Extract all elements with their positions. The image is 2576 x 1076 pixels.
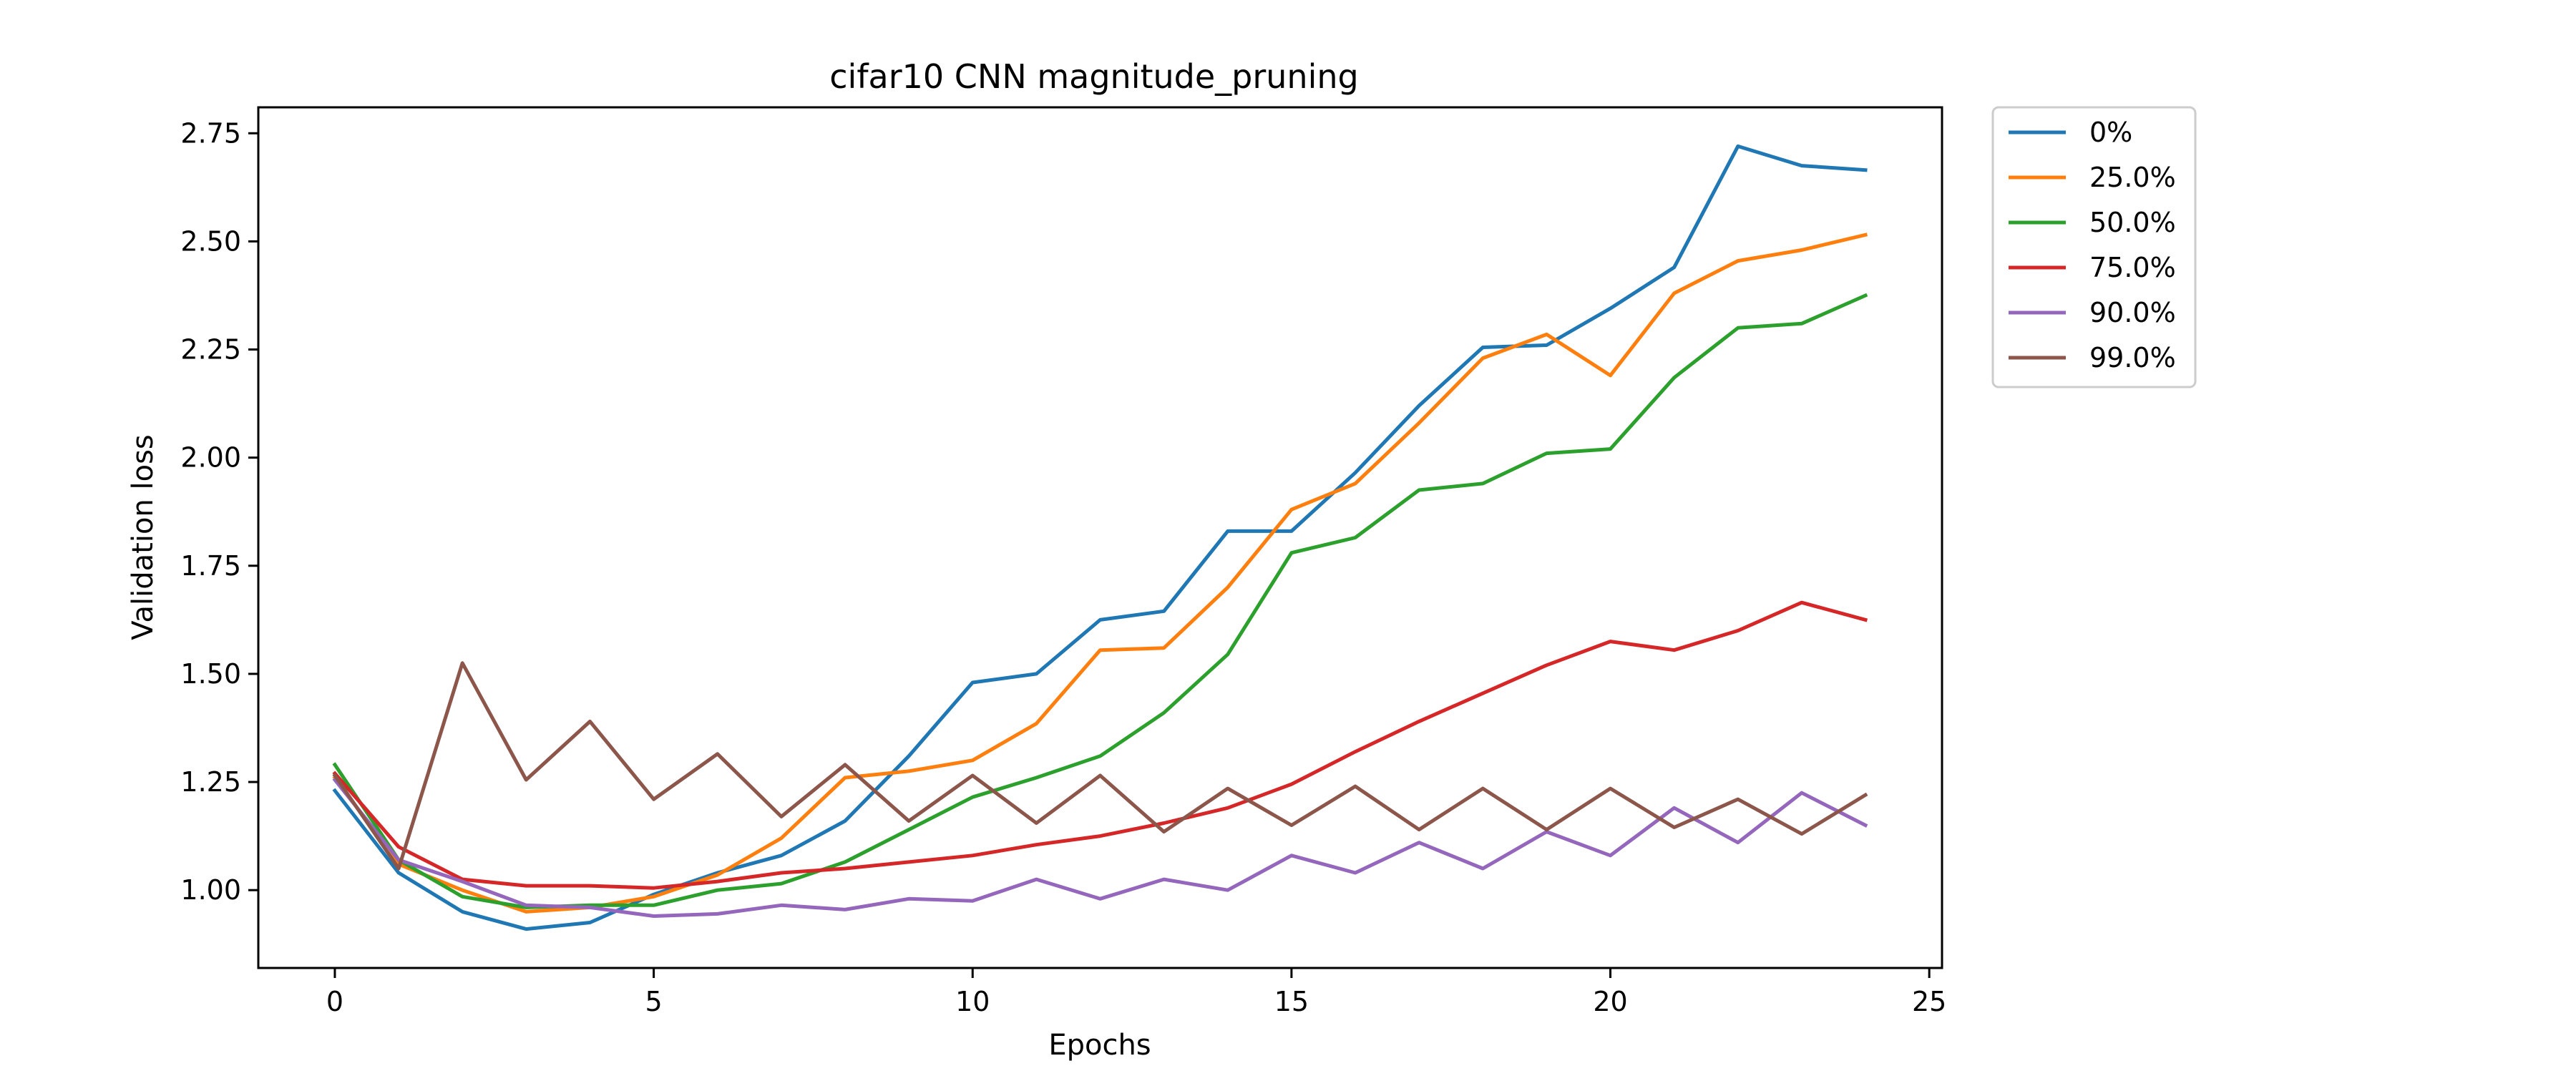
y-axis-label: Validation loss xyxy=(127,434,160,640)
series-line-2 xyxy=(332,293,1868,909)
x-tick-label: 25 xyxy=(1912,986,1946,1017)
legend-label: 99.0% xyxy=(2089,342,2176,373)
x-axis-label: Epochs xyxy=(1048,1029,1151,1062)
y-tick-label: 2.75 xyxy=(180,117,241,149)
x-axis: 0 5 10 15 20 25 xyxy=(326,968,1946,1017)
x-tick-label: 15 xyxy=(1274,986,1309,1017)
legend-label: 50.0% xyxy=(2089,207,2176,238)
y-tick-label: 1.25 xyxy=(180,766,241,798)
y-tick-label: 1.75 xyxy=(180,550,241,582)
plot-frame xyxy=(257,106,1943,969)
series-line-3 xyxy=(332,600,1868,890)
chart-title: cifar10 CNN magnitude_pruning xyxy=(829,57,1358,96)
y-tick-label: 2.00 xyxy=(180,442,241,474)
x-tick-label: 0 xyxy=(326,986,343,1017)
y-tick-label: 2.25 xyxy=(180,334,241,366)
legend-label: 75.0% xyxy=(2089,252,2176,283)
legend: 0% 25.0% 50.0% 75.0% 90.0% 99.0% xyxy=(1991,106,2197,388)
x-tick-label: 10 xyxy=(955,986,990,1017)
legend-label: 90.0% xyxy=(2089,297,2176,328)
series-line-4 xyxy=(332,777,1868,918)
y-tick-label: 2.50 xyxy=(180,225,241,257)
plot-area xyxy=(332,144,1868,931)
legend-label: 0% xyxy=(2089,117,2132,148)
y-tick-label: 1.00 xyxy=(180,874,241,906)
y-axis: 1.00 1.25 1.50 1.75 2.00 2.25 2.50 2.75 xyxy=(180,117,258,906)
series-line-5 xyxy=(332,661,1868,871)
y-tick-label: 1.50 xyxy=(180,658,241,690)
x-tick-label: 20 xyxy=(1593,986,1627,1017)
series-line-0 xyxy=(332,144,1868,931)
x-tick-label: 5 xyxy=(645,986,663,1017)
legend-label: 25.0% xyxy=(2089,162,2176,193)
